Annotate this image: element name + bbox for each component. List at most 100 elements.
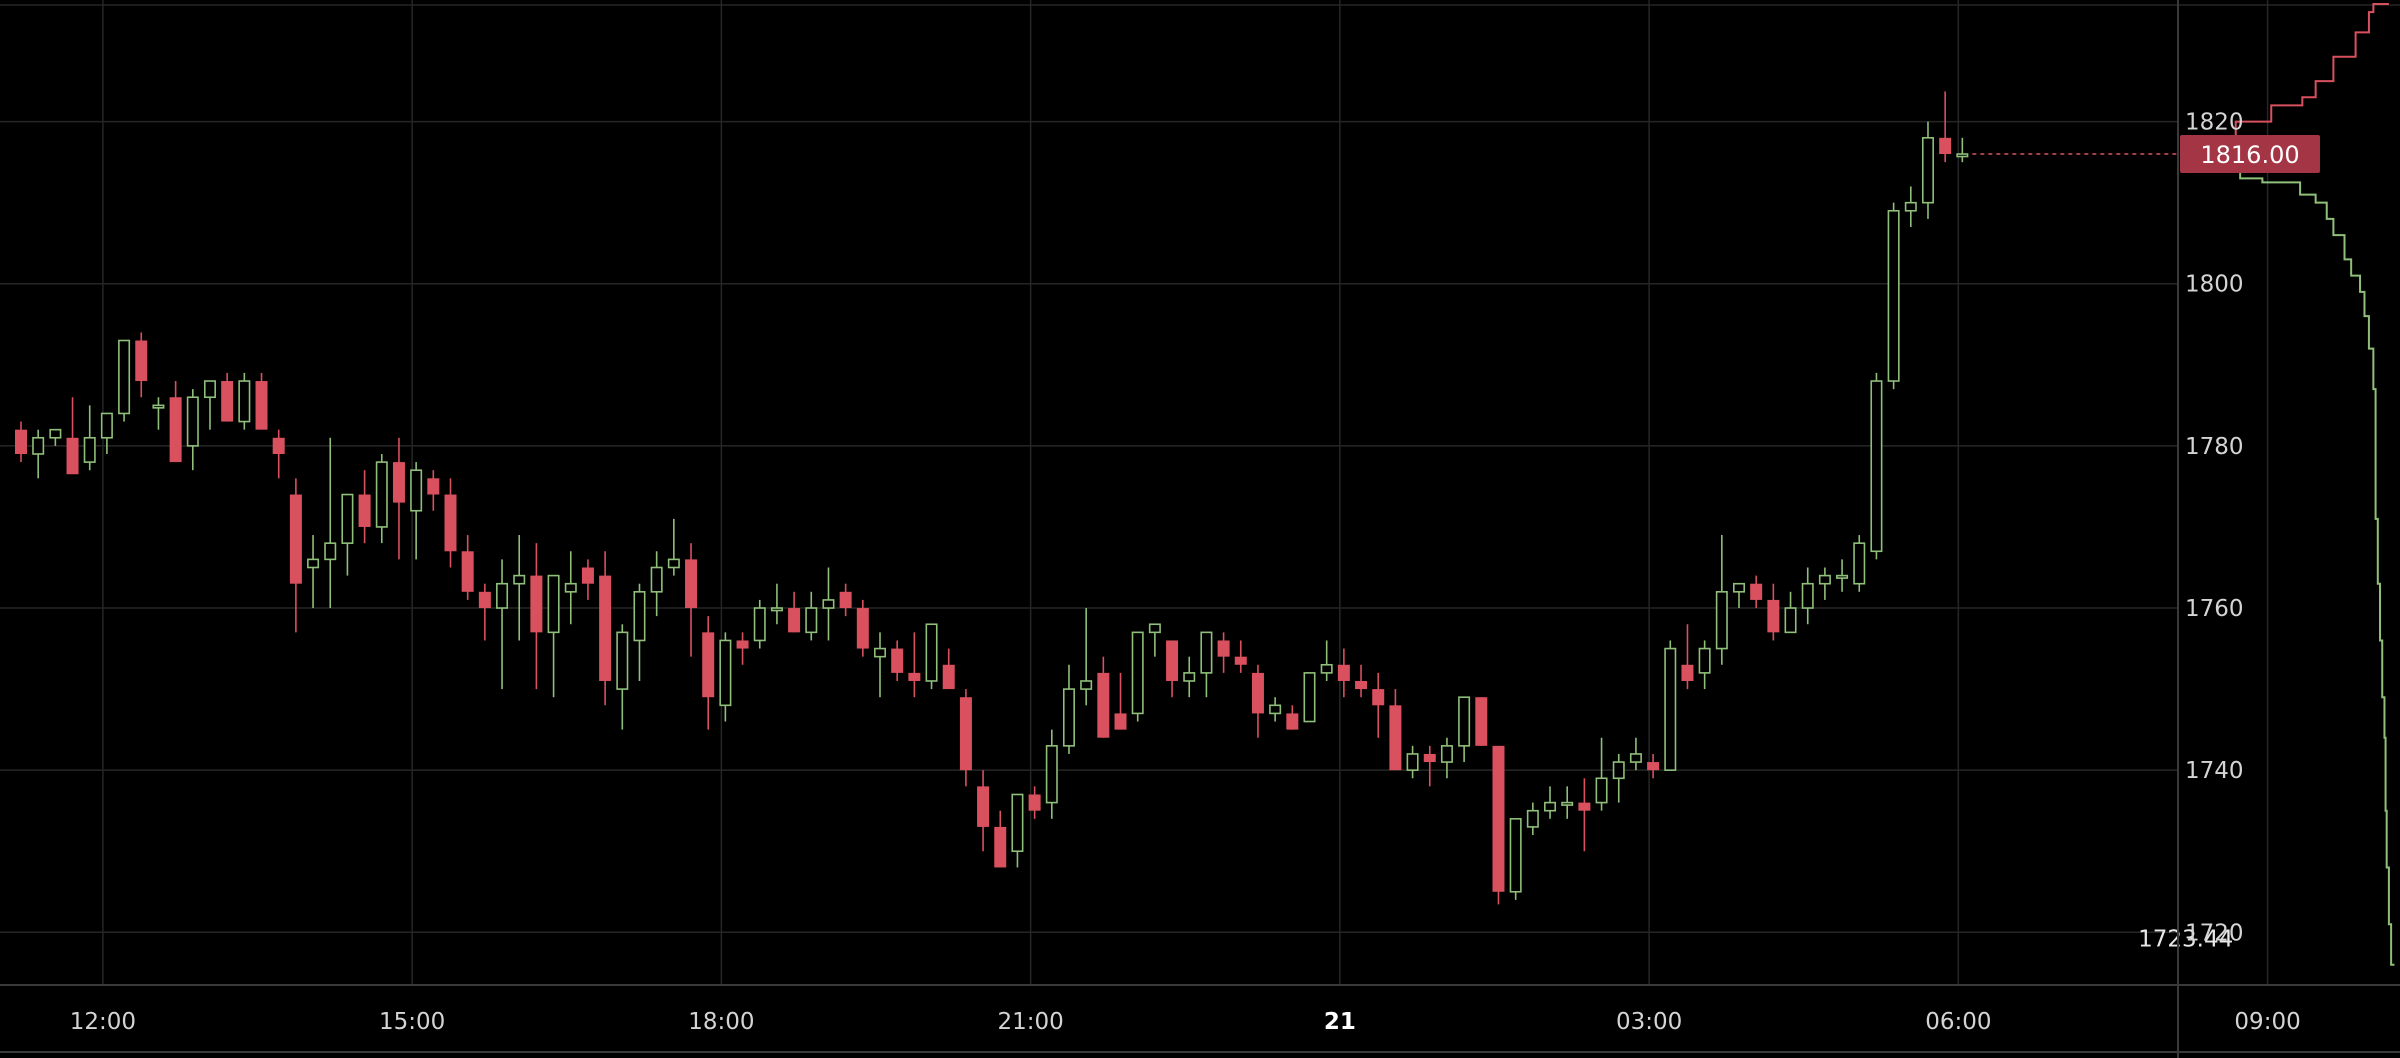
candle-2 <box>49 428 62 446</box>
depth-ask-curve <box>2219 3 2389 155</box>
candle-body <box>496 582 509 609</box>
candle-105 <box>1818 567 1831 600</box>
candle-body <box>1148 623 1161 634</box>
candle-68 <box>1183 656 1196 698</box>
grid-layer <box>0 0 2400 985</box>
candle-53 <box>925 623 938 690</box>
candle-17 <box>307 535 320 609</box>
candle-13 <box>238 372 251 430</box>
candle-64 <box>1114 672 1127 730</box>
candle-81 <box>1406 745 1419 779</box>
candle-50 <box>873 632 886 698</box>
candle-9 <box>169 381 182 463</box>
candle-body <box>358 494 371 527</box>
candle-99 <box>1715 535 1728 665</box>
depth-bid-curve <box>2219 154 2395 966</box>
candle-body <box>255 381 268 430</box>
candle-82 <box>1423 745 1436 787</box>
candle-25 <box>444 478 457 568</box>
candle-body <box>1269 704 1282 715</box>
candle-body <box>1629 753 1642 763</box>
candle-14 <box>255 372 268 430</box>
candle-67 <box>1166 640 1179 698</box>
candle-body <box>873 647 886 658</box>
candle-112 <box>1939 91 1952 163</box>
candle-71 <box>1234 640 1247 673</box>
candle-106 <box>1836 559 1849 592</box>
candle-body <box>186 396 199 447</box>
candle-body <box>685 559 698 609</box>
candle-body <box>444 494 457 552</box>
candle-body <box>1062 688 1075 747</box>
candle-body <box>1733 582 1746 593</box>
candle-73 <box>1269 697 1282 722</box>
candle-body <box>1698 647 1711 674</box>
candle-66 <box>1148 623 1161 657</box>
candle-body <box>530 575 543 633</box>
candle-58 <box>1011 793 1024 868</box>
candle-body <box>1715 591 1728 650</box>
candle-body <box>118 339 131 415</box>
candle-body <box>1904 201 1917 212</box>
candle-111 <box>1921 121 1934 219</box>
candle-8 <box>152 397 165 430</box>
candle-93 <box>1612 753 1625 803</box>
x-tick-label: 03:00 <box>1616 1009 1682 1035</box>
candle-97 <box>1681 624 1694 690</box>
candle-48 <box>839 583 852 617</box>
candle-body <box>1836 574 1849 579</box>
candle-body <box>1595 777 1608 804</box>
candle-85 <box>1475 697 1488 746</box>
x-tick-label: 09:00 <box>2234 1009 2300 1035</box>
candle-body <box>135 340 148 382</box>
candle-body <box>1251 672 1264 714</box>
candle-33 <box>581 559 594 600</box>
candle-body <box>1080 680 1093 690</box>
candle-body <box>805 607 818 634</box>
candle-104 <box>1801 567 1814 625</box>
candle-body <box>427 478 440 495</box>
candle-body <box>1114 713 1127 730</box>
candle-body <box>1887 209 1900 382</box>
candle-56 <box>977 770 990 852</box>
candle-body <box>1956 153 1969 158</box>
y-tick-label: 1780 <box>2185 434 2244 460</box>
y-tick-label: 1800 <box>2185 272 2244 298</box>
candle-32 <box>564 551 577 625</box>
candle-103 <box>1784 591 1797 634</box>
candle-87 <box>1509 818 1522 900</box>
candle-49 <box>856 599 869 657</box>
candle-79 <box>1372 672 1385 738</box>
candle-body <box>1784 607 1797 634</box>
candle-70 <box>1217 632 1230 673</box>
candle-body <box>959 697 972 771</box>
candle-body <box>1647 762 1660 771</box>
candle-body <box>1131 631 1144 715</box>
candle-body <box>994 826 1007 868</box>
candle-107 <box>1853 535 1866 592</box>
candle-body <box>1440 745 1453 763</box>
candle-18 <box>324 437 337 609</box>
candle-body <box>49 428 62 439</box>
candle-body <box>1286 713 1299 730</box>
candle-61 <box>1062 664 1075 754</box>
y-tick-label: 1720 <box>2185 920 2244 946</box>
candle-4 <box>83 405 96 471</box>
candle-31 <box>547 574 560 698</box>
candle-body <box>238 380 251 423</box>
candle-body <box>650 566 663 593</box>
candle-body <box>616 631 629 690</box>
candle-40 <box>702 616 715 730</box>
candle-body <box>410 469 423 512</box>
candle-body <box>1939 137 1952 155</box>
candle-78 <box>1355 664 1368 698</box>
candle-body <box>770 607 783 612</box>
candle-body <box>1767 599 1780 633</box>
candle-body <box>581 567 594 584</box>
candle-body <box>1200 631 1213 674</box>
candle-body <box>324 542 337 561</box>
candle-body <box>822 599 835 609</box>
candle-19 <box>341 493 354 576</box>
